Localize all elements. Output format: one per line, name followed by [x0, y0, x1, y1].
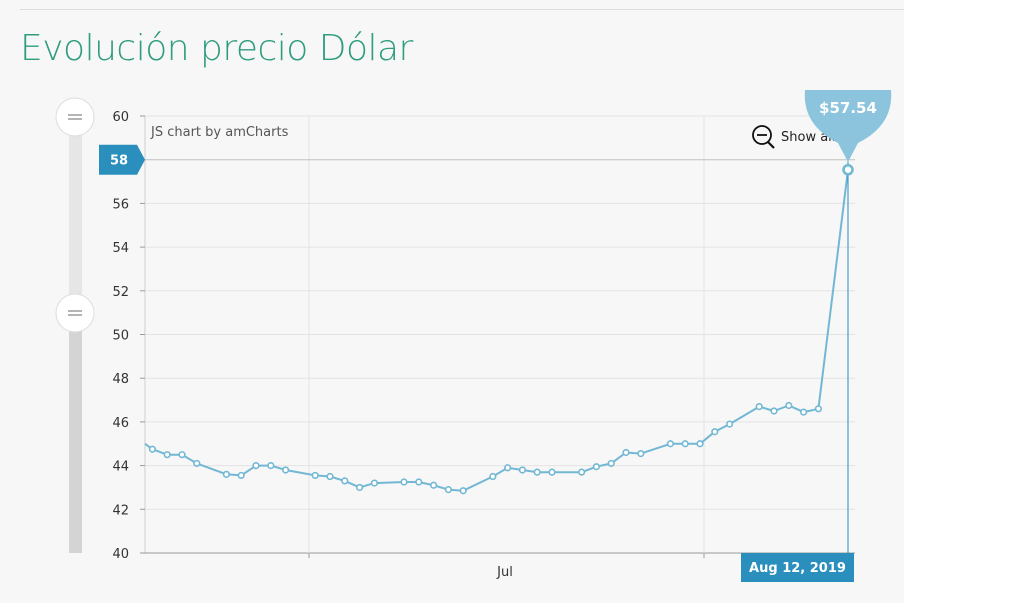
data-point[interactable] — [252, 462, 260, 470]
cursor-date-badge: Aug 12, 2019 — [741, 553, 854, 582]
grip-icon — [68, 114, 82, 120]
chart-panel — [0, 0, 904, 603]
data-point[interactable] — [356, 483, 364, 492]
data-point[interactable] — [341, 477, 349, 485]
x-tick-label: Jul — [496, 565, 513, 580]
y-tick-label: 52 — [112, 285, 129, 300]
data-point[interactable] — [755, 403, 763, 411]
data-point[interactable] — [400, 478, 408, 486]
data-point[interactable] — [459, 487, 467, 495]
series-line — [144, 169, 849, 492]
cursor-value-badge: 58 — [99, 144, 145, 175]
data-point[interactable] — [415, 478, 423, 486]
data-point[interactable] — [326, 472, 334, 481]
data-point[interactable] — [666, 440, 675, 448]
data-point[interactable] — [430, 481, 438, 489]
cursor-value-label: 58 — [110, 154, 128, 169]
top-divider — [20, 9, 904, 10]
y-tick-label: 50 — [112, 329, 129, 344]
data-point[interactable] — [622, 448, 630, 457]
y-tick-label: 40 — [112, 547, 129, 562]
balloon-label: $57.54 — [819, 99, 877, 117]
page-title: Evolución precio Dólar — [20, 28, 413, 69]
y-tick-label: 48 — [112, 372, 129, 387]
data-point[interactable] — [814, 405, 823, 413]
data-point[interactable] — [577, 468, 586, 476]
y-tick-label: 56 — [112, 197, 129, 212]
scrollbar-grip-bottom[interactable] — [55, 293, 95, 333]
data-point[interactable] — [637, 449, 645, 458]
data-point[interactable] — [711, 428, 719, 436]
y-tick-label: 60 — [112, 110, 129, 125]
hover-data-point[interactable] — [842, 164, 854, 176]
data-point[interactable] — [548, 468, 556, 476]
data-point[interactable] — [193, 459, 201, 468]
data-point[interactable] — [282, 466, 290, 474]
data-point[interactable] — [222, 470, 230, 478]
value-balloon: $57.54 — [804, 90, 892, 162]
show-all-button[interactable]: Show all — [752, 125, 835, 149]
scrollbar-selection[interactable] — [69, 313, 82, 553]
line-chart[interactable]: 40 42 44 46 48 50 52 54 56 60 Jul JS chart by amC… — [0, 0, 904, 603]
y-tick-label: 54 — [112, 241, 129, 256]
scrollbar-grip-top[interactable] — [55, 97, 95, 137]
zoom-out-icon — [752, 125, 775, 149]
data-point[interactable] — [444, 486, 453, 494]
cursor-date-label: Aug 12, 2019 — [749, 561, 846, 576]
show-all-label: Show all — [781, 130, 835, 145]
data-point[interactable] — [770, 407, 778, 415]
grip-icon — [68, 310, 82, 316]
data-point[interactable] — [311, 471, 319, 480]
data-point[interactable] — [785, 401, 793, 410]
chart-credit[interactable]: JS chart by amCharts — [150, 125, 289, 140]
data-point[interactable] — [237, 471, 245, 480]
data-point[interactable] — [148, 445, 156, 453]
data-point[interactable] — [518, 466, 527, 474]
data-point[interactable] — [370, 479, 379, 487]
y-tick-label: 42 — [112, 503, 129, 518]
data-point[interactable] — [267, 462, 275, 470]
data-point[interactable] — [178, 451, 186, 459]
data-point[interactable] — [533, 468, 541, 476]
data-point[interactable] — [504, 464, 512, 472]
data-point[interactable] — [681, 440, 689, 448]
y-tick-label: 44 — [112, 460, 129, 475]
data-point[interactable] — [592, 463, 601, 471]
data-point[interactable] — [696, 440, 704, 448]
data-point[interactable] — [725, 420, 734, 428]
data-point[interactable] — [607, 459, 615, 468]
data-point[interactable] — [799, 408, 808, 416]
y-tick-label: 46 — [112, 416, 129, 431]
data-point[interactable] — [489, 472, 497, 481]
data-point[interactable] — [163, 451, 171, 459]
